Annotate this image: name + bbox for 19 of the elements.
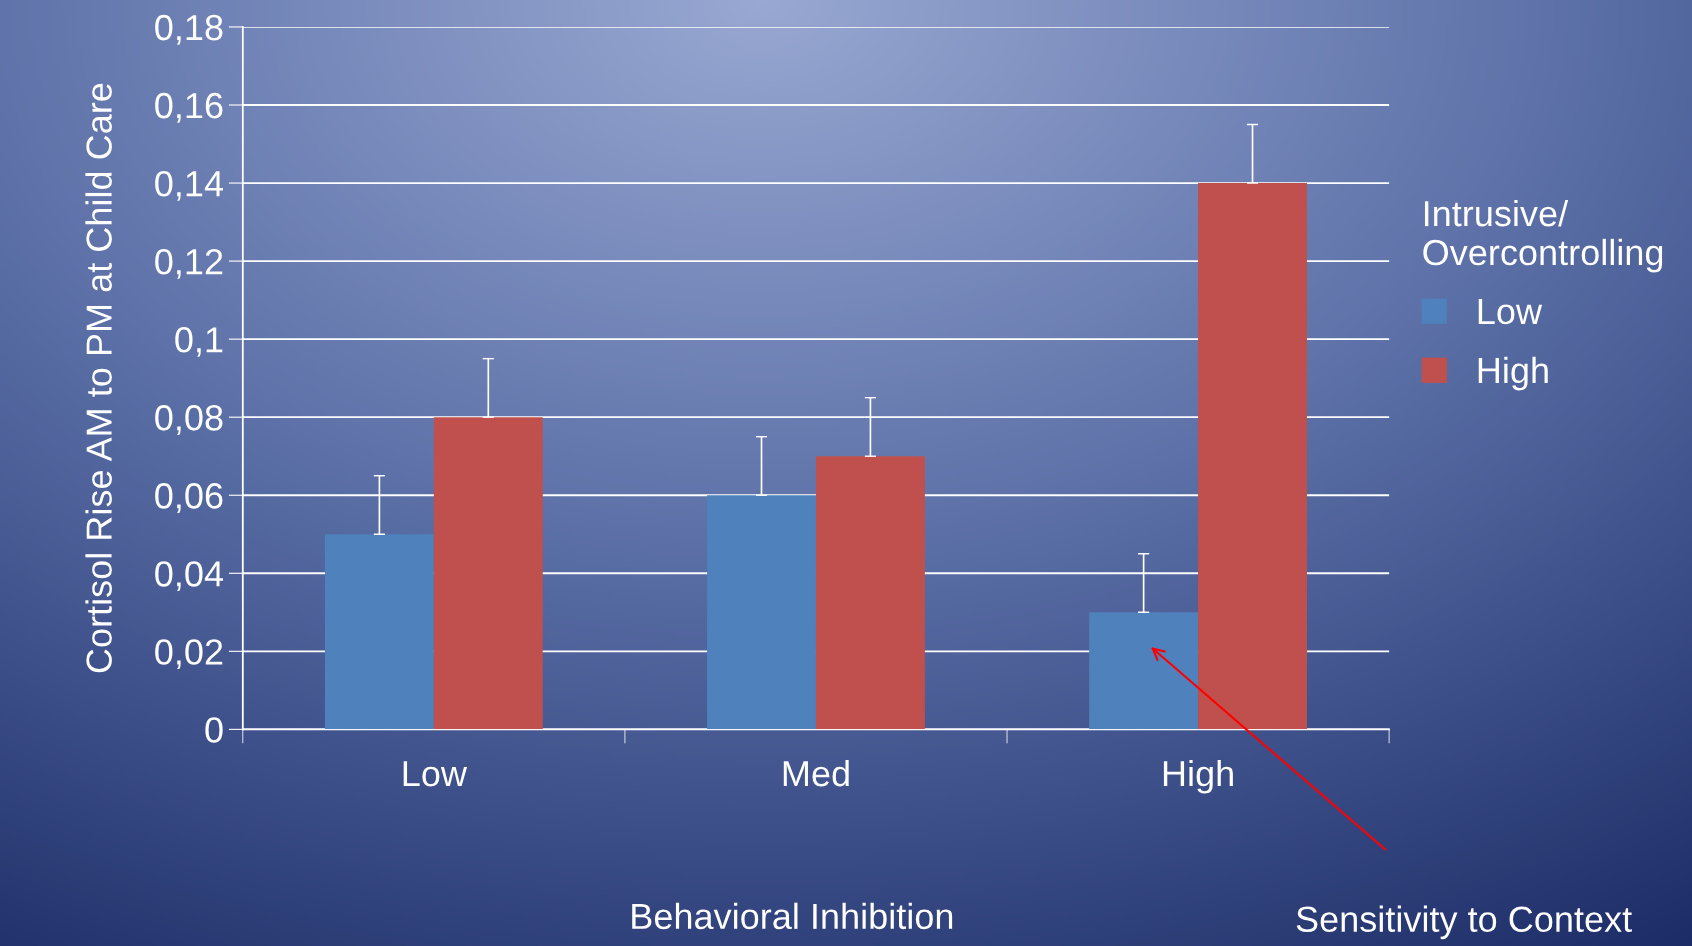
x-tick-label: Med xyxy=(783,759,849,787)
y-tick-label: 0,04 xyxy=(155,561,223,591)
y-axis-title: Cortisol Rise AM to PM at Child Care xyxy=(85,83,112,673)
y-tick-label: 0,06 xyxy=(155,483,223,513)
x-tick-label: Low xyxy=(403,761,468,787)
legend-label: Low xyxy=(1478,299,1543,325)
x-tick-label: High xyxy=(1163,759,1233,794)
y-tick-label: 0,1 xyxy=(175,327,223,357)
y-tick-label: 0,08 xyxy=(155,405,223,435)
legend-label: High xyxy=(1478,356,1548,391)
legend-title: Intrusive/ Overcontrolling xyxy=(1423,199,1663,273)
x-axis-title: Behavioral Inhibition xyxy=(632,902,953,930)
y-tick-label: 0,16 xyxy=(155,92,223,123)
y-tick-label: 0,18 xyxy=(155,14,223,45)
text: Sensitivity to Context xyxy=(1296,905,1632,940)
y-tick-label: 0 xyxy=(205,717,223,743)
y-tick-label: 0,02 xyxy=(155,639,223,670)
y-tick-label: 0,14 xyxy=(155,170,223,201)
y-tick-label: 0,12 xyxy=(155,248,223,279)
